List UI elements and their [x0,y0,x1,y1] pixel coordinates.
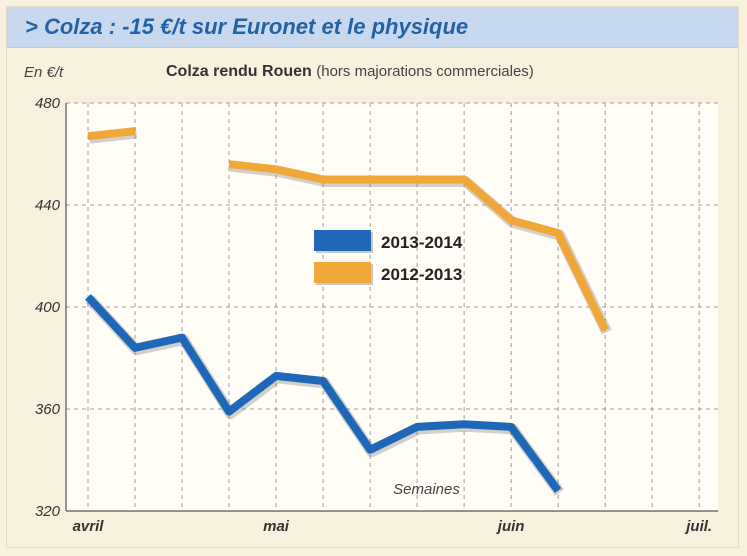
header-bar: > Colza : -15 €/t sur Euronet et le phys… [7,7,738,48]
y-tick-label: 320 [35,503,61,520]
x-tick-label: juil. [684,518,712,535]
y-tick-label: 360 [35,401,61,418]
x-tick-label: mai [263,518,290,535]
series-line-2012-2013 [87,127,136,141]
x-axis-label: Semaines [393,481,460,498]
y-tick-label: 480 [35,95,61,112]
page-title: > Colza : -15 €/t sur Euronet et le phys… [25,14,469,39]
y-axis-unit-label: En €/t [24,64,64,81]
chart-subtitle: Colza rendu Rouen (hors majorations comm… [166,63,534,81]
legend-swatch-2013-2014 [314,230,371,251]
legend-label-2013-2014: 2013-2014 [381,233,463,252]
y-tick-label: 440 [35,197,61,214]
legend-label-2012-2013: 2012-2013 [381,265,462,284]
chart-subtitle-main: Colza rendu Rouen [166,63,312,80]
x-tick-label: juin [496,518,525,535]
legend-swatch-2012-2013 [314,262,371,283]
x-tick-label: avril [73,518,105,535]
chart-subtitle-note: (hors majorations commerciales) [316,63,534,80]
y-tick-label: 400 [35,299,61,316]
